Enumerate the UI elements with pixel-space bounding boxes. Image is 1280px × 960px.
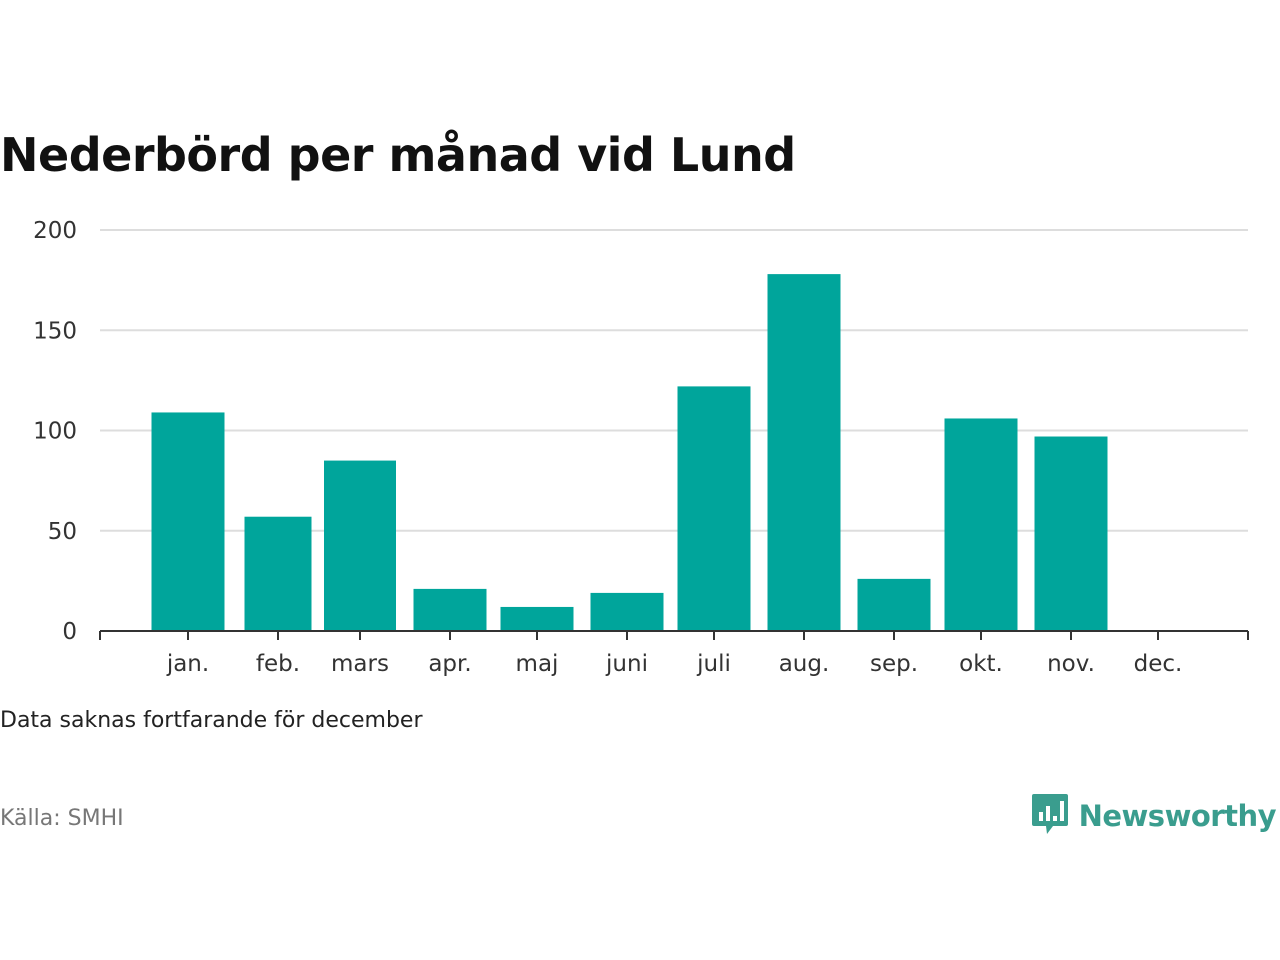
y-tick-label-50: 50: [48, 519, 77, 545]
brand-logo[interactable]: Newsworthy: [1031, 792, 1277, 840]
x-tick-label-jan: jan.: [166, 651, 209, 677]
bar-aug: [767, 274, 841, 631]
bar-mars: [324, 460, 396, 631]
bar-jan: [151, 412, 225, 631]
chart-title: Nederbörd per månad vid Lund: [0, 128, 796, 182]
bar-apr: [413, 588, 487, 631]
y-tick-label-0: 0: [62, 619, 77, 645]
x-tick-label-mars: mars: [331, 651, 389, 677]
bar-sep: [857, 578, 931, 631]
y-tick-label-200: 200: [33, 218, 77, 244]
bar-chart: 0 50 100 150 200 jan. feb. mars apr. maj juni juli…: [33, 218, 1249, 677]
y-tick-label-150: 150: [33, 318, 77, 344]
x-tick-labels: jan. feb. mars apr. maj juni juli aug. sep. okt. n…: [166, 651, 1183, 677]
bar-okt: [944, 418, 1018, 631]
source-label: Källa: SMHI: [0, 806, 124, 831]
footnote: Data saknas fortfarande för december: [0, 708, 423, 733]
y-tick-label-100: 100: [33, 419, 77, 445]
bar-juni: [590, 592, 664, 631]
x-tick-label-sep: sep.: [870, 651, 918, 677]
bar-maj: [500, 606, 574, 631]
x-tick-label-apr: apr.: [428, 651, 471, 677]
x-tick-label-nov: nov.: [1047, 651, 1095, 677]
x-tick-label-feb: feb.: [256, 651, 300, 677]
x-tick-label-juni: juni: [605, 651, 648, 677]
bar-feb: [244, 516, 312, 631]
brand-name: Newsworthy: [1078, 799, 1277, 833]
y-tick-labels: 0 50 100 150 200: [33, 218, 77, 645]
x-tick-label-okt: okt.: [959, 651, 1003, 677]
x-tick-label-juli: juli: [696, 651, 731, 677]
x-tick-label-aug: aug.: [779, 651, 830, 677]
x-tick-label-dec: dec.: [1134, 651, 1183, 677]
x-axis: [99, 630, 1249, 640]
x-tick-label-maj: maj: [516, 651, 559, 677]
bar-juli: [677, 386, 751, 631]
bars: [151, 274, 1108, 631]
bar-nov: [1034, 436, 1108, 631]
bar-chart-speech-bubble-icon: [1031, 792, 1069, 840]
